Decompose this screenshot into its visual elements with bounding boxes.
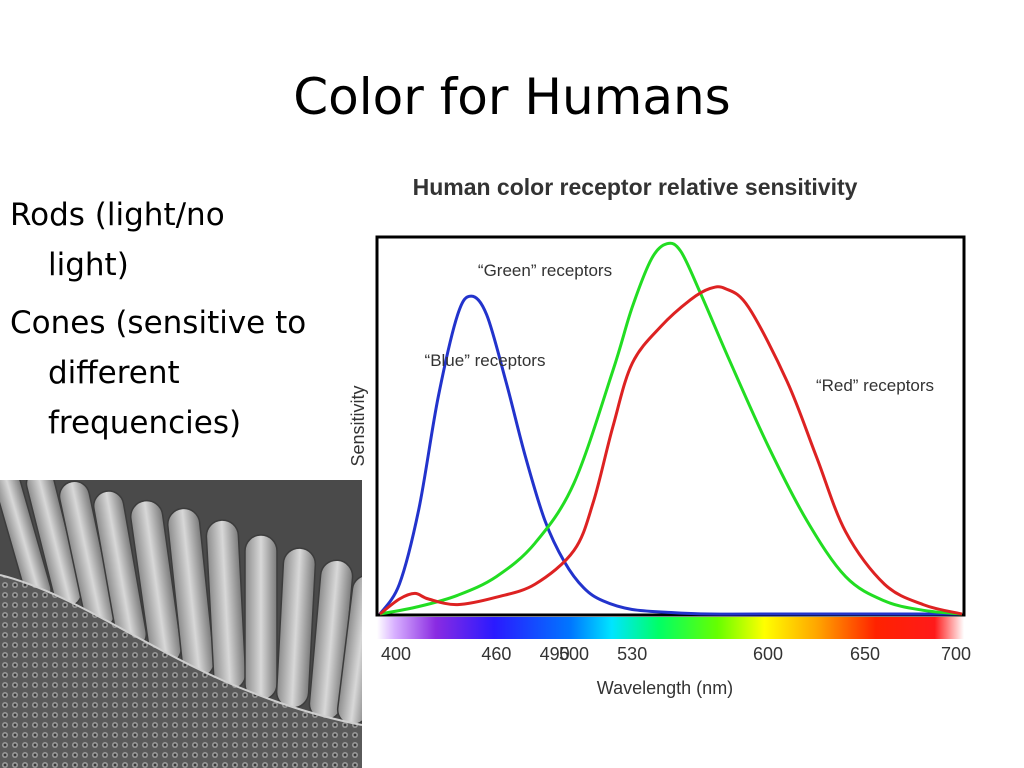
sensitivity-chart: Human color receptor relative sensitivit… <box>348 174 971 698</box>
red-receptors-label: “Red” receptors <box>816 376 934 395</box>
series-line-green <box>379 241 963 616</box>
x-axis-label: Wavelength (nm) <box>597 678 733 698</box>
x-tick-label-600: 600 <box>753 644 783 664</box>
x-tick-label-400: 400 <box>381 644 411 664</box>
x-tick-label-500: 500 <box>559 644 589 664</box>
x-tick-label-460: 460 <box>481 644 511 664</box>
green-receptors-label: “Green” receptors <box>478 261 612 280</box>
annotation-layer: “Green” receptors “Blue” receptors “Red” r… <box>425 261 935 395</box>
slide-title: Color for Humans <box>293 68 731 126</box>
spectrum-bar <box>377 617 964 639</box>
bullet-cones: Cones (sensitive to different frequencie… <box>10 305 307 441</box>
x-tick-label-700: 700 <box>941 644 971 664</box>
x-tick-label-650: 650 <box>850 644 880 664</box>
photo-cell <box>244 534 278 701</box>
chart-title: Human color receptor relative sensitivit… <box>413 174 858 200</box>
bullet-list: Rods (light/no light) Cones (sensitive t… <box>10 190 310 456</box>
series-line-blue <box>378 294 962 616</box>
x-tick-label-530: 530 <box>617 644 647 664</box>
retina-photo <box>0 480 362 768</box>
retina-rods-cones-micrograph-icon <box>0 480 362 768</box>
bullet-rods: Rods (light/no light) <box>10 197 225 283</box>
x-tick-label-490: 490 <box>540 644 570 664</box>
series-layer <box>378 241 963 616</box>
series-line-red <box>379 285 963 616</box>
blue-receptors-label: “Blue” receptors <box>425 351 546 370</box>
y-axis-label: Sensitivity <box>348 385 368 466</box>
plot-frame <box>375 235 966 617</box>
